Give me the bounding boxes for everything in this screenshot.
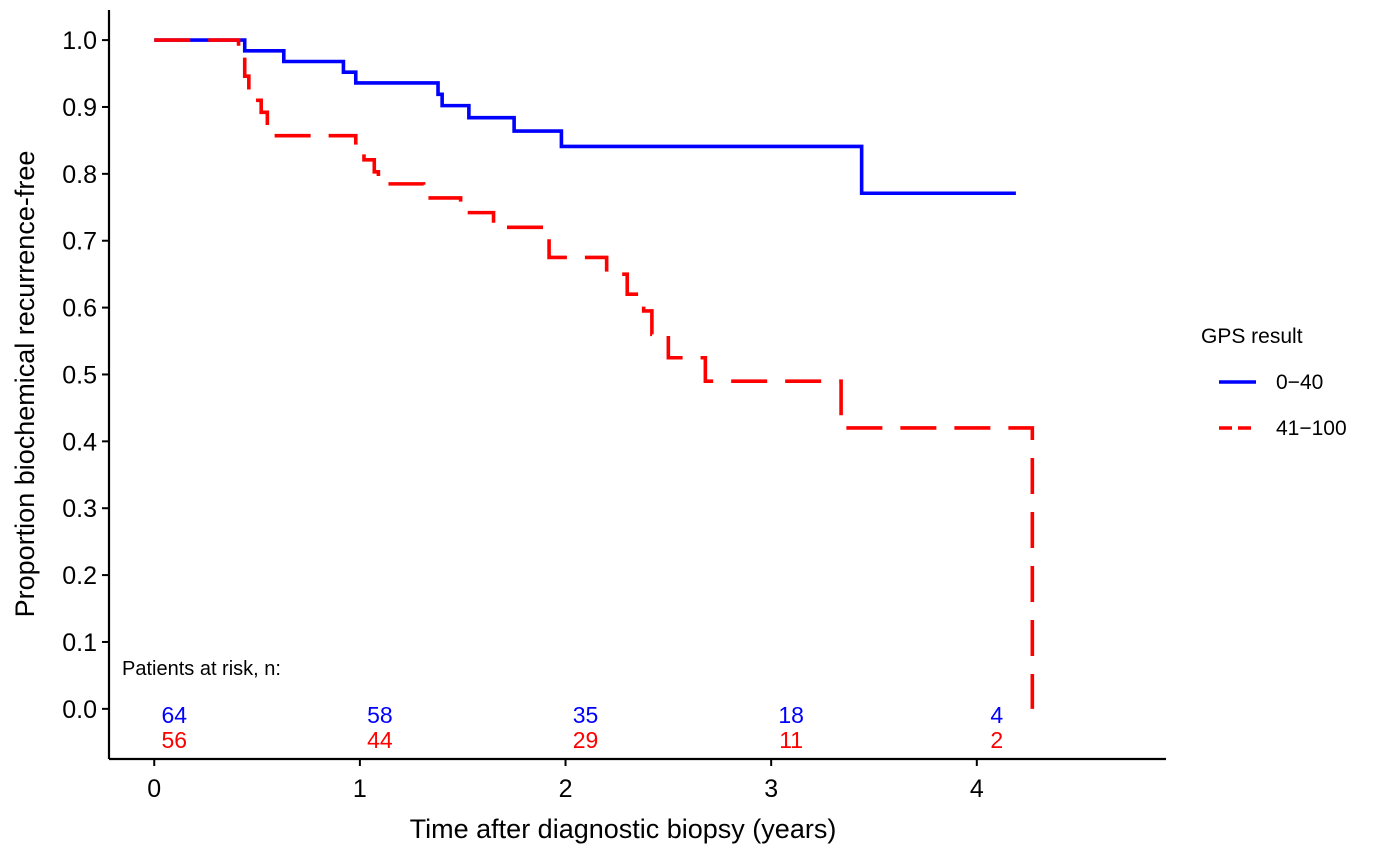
series-layer xyxy=(154,38,1035,709)
y-tick-label: 0.4 xyxy=(62,428,97,456)
y-tick-label: 0.8 xyxy=(62,161,97,189)
x-axis-ticks: 0 1 2 3 4 xyxy=(147,759,984,803)
risk-count: 18 xyxy=(778,702,804,728)
y-tick-label: 0.6 xyxy=(62,295,97,323)
risk-count: 58 xyxy=(367,702,393,728)
risk-count: 35 xyxy=(573,702,599,728)
risk-count: 64 xyxy=(161,702,187,728)
y-tick-label: 0.0 xyxy=(62,696,97,724)
x-axis-title: Time after diagnostic biopsy (years) xyxy=(410,814,837,844)
y-tick-label: 0.2 xyxy=(62,562,97,590)
km-curve-41-100 xyxy=(154,38,1035,709)
y-tick-label: 0.3 xyxy=(62,495,97,523)
legend: GPS result 0−40 41−100 xyxy=(1201,325,1347,440)
legend-title: GPS result xyxy=(1201,325,1303,348)
y-tick-label: 0.9 xyxy=(62,94,97,122)
risk-table: 64 58 35 18 4 56 44 29 11 2 xyxy=(161,702,1003,753)
risk-count: 4 xyxy=(990,702,1003,728)
risk-count: 11 xyxy=(779,727,803,753)
y-axis-ticks: 0.0 0.1 0.2 0.3 0.4 0.5 0.6 0.7 0.8 0.9 1.0 xyxy=(62,27,109,724)
legend-label-0-40: 0−40 xyxy=(1276,371,1323,394)
x-tick-label: 3 xyxy=(764,775,778,803)
y-axis-title: Proportion biochemical recurrence-free xyxy=(10,151,40,618)
y-tick-label: 0.5 xyxy=(62,361,97,389)
y-tick-label: 1.0 xyxy=(62,27,97,55)
risk-count: 29 xyxy=(573,727,599,753)
y-tick-label: 0.1 xyxy=(62,629,97,657)
risk-count: 56 xyxy=(161,727,187,753)
legend-label-41-100: 41−100 xyxy=(1276,417,1347,440)
risk-count: 44 xyxy=(367,727,393,753)
risk-table-title: Patients at risk, n: xyxy=(122,658,281,680)
x-tick-label: 4 xyxy=(970,775,984,803)
km-curve-0-40 xyxy=(154,38,1016,196)
y-tick-label: 0.7 xyxy=(62,228,97,256)
x-tick-label: 2 xyxy=(559,775,573,803)
x-tick-label: 0 xyxy=(147,775,161,803)
risk-count: 2 xyxy=(990,727,1003,753)
x-tick-label: 1 xyxy=(353,775,367,803)
